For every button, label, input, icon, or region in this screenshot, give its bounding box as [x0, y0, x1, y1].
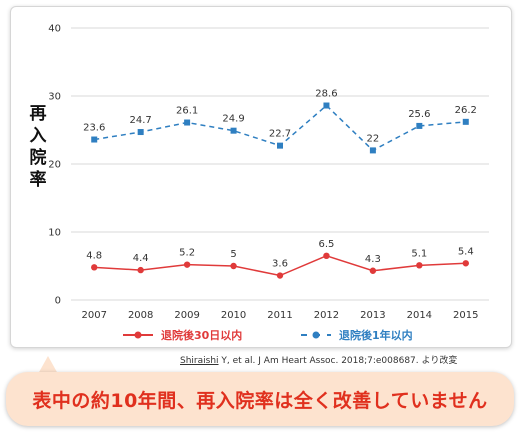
- y-tick-label: 0: [55, 296, 61, 307]
- y-tick-label: 20: [48, 160, 61, 171]
- data-point: [91, 264, 98, 271]
- citation: Shiraishi Y, et al. J Am Heart Assoc. 20…: [180, 353, 510, 366]
- callout-tail: [38, 356, 58, 374]
- data-point: [323, 102, 330, 109]
- x-tick-label: 2015: [453, 310, 478, 321]
- y-tick-label: 40: [48, 24, 61, 35]
- data-point: [183, 261, 191, 268]
- data-label: 24.9: [222, 114, 244, 125]
- y-axis-label: 率: [30, 169, 47, 190]
- data-label: 5.4: [458, 246, 474, 257]
- data-label: 26.1: [176, 106, 198, 117]
- data-point: [462, 118, 469, 125]
- x-tick-label: 2014: [407, 310, 432, 321]
- data-label: 5.2: [179, 248, 195, 259]
- legend-marker: [312, 331, 320, 339]
- data-point: [230, 262, 237, 270]
- legend-label: 退院後30日以内: [161, 328, 242, 342]
- data-label: 23.6: [83, 123, 105, 134]
- citation-rest: Y, et al. J Am Heart Assoc. 2018;7:e0086…: [218, 356, 458, 366]
- data-point: [369, 267, 377, 274]
- chart-frame: 0 10 20 30 40 2007 2008 2009 2010 2011 2012 2013 201…: [10, 6, 512, 348]
- data-label: 22: [367, 133, 380, 144]
- data-point: [462, 260, 469, 267]
- x-tick-label: 2011: [267, 310, 292, 321]
- x-tick-label: 2012: [314, 310, 339, 321]
- data-point: [137, 129, 144, 136]
- data-label: 25.6: [408, 109, 430, 120]
- data-label: 4.8: [86, 250, 102, 261]
- y-tick-label: 30: [48, 92, 61, 103]
- x-tick-label: 2010: [221, 310, 246, 321]
- data-point: [137, 266, 144, 274]
- callout-bubble: 表中の約10年間、再入院率は全く改善していません: [6, 372, 514, 426]
- data-point: [230, 127, 237, 134]
- y-axis-label: 再: [30, 104, 47, 124]
- data-label: 4.4: [133, 253, 149, 264]
- data-label: 5.1: [411, 248, 427, 259]
- data-point: [276, 272, 284, 279]
- data-label: 26.2: [455, 105, 477, 116]
- data-label: 22.7: [269, 129, 291, 140]
- data-point: [91, 136, 98, 143]
- x-tick-label: 2009: [174, 310, 199, 321]
- x-tick-label: 2008: [128, 310, 153, 321]
- data-point: [416, 262, 423, 269]
- data-label: 6.5: [318, 239, 334, 250]
- line-chart: 0 10 20 30 40 2007 2008 2009 2010 2011 2012 2013 201…: [30, 24, 489, 342]
- callout-text: 表中の約10年間、再入院率は全く改善していません: [32, 389, 488, 412]
- data-point: [184, 119, 191, 126]
- data-point: [369, 147, 376, 154]
- data-label: 28.6: [315, 89, 337, 100]
- data-point: [277, 142, 283, 149]
- data-label: 5: [230, 249, 236, 260]
- data-label: 4.3: [365, 254, 381, 265]
- y-tick-label: 10: [48, 228, 61, 239]
- data-point: [323, 252, 330, 259]
- data-label: 3.6: [272, 259, 288, 270]
- legend-marker: [134, 331, 142, 339]
- citation-author: Shiraishi: [180, 356, 219, 366]
- y-axis-label: 院: [30, 147, 47, 168]
- data-label: 24.7: [130, 115, 152, 126]
- x-tick-label: 2007: [81, 310, 106, 321]
- y-axis-label: 入: [30, 126, 47, 146]
- data-point: [416, 122, 423, 129]
- legend-label: 退院後1年以内: [339, 328, 413, 342]
- x-tick-label: 2013: [360, 310, 385, 321]
